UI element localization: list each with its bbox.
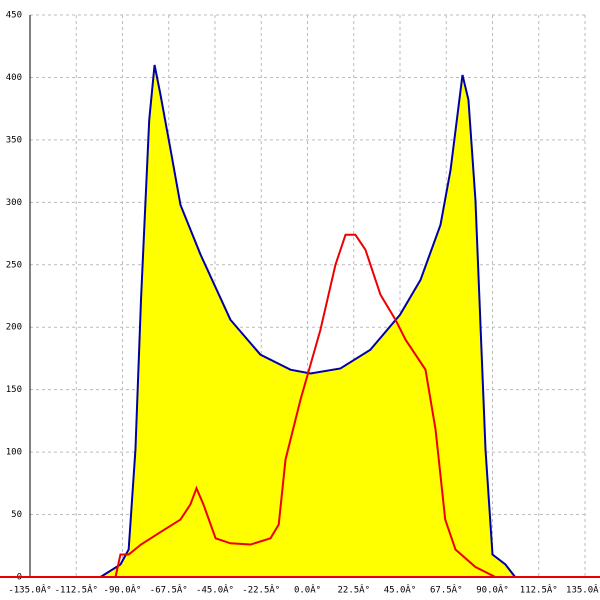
y-tick-label: 350 (6, 135, 22, 145)
y-tick-label: 200 (6, 323, 22, 333)
x-tick-label: -22.5Â° (242, 584, 280, 596)
x-tick-label: -67.5Â° (150, 584, 188, 596)
y-tick-label: 250 (6, 260, 22, 270)
x-tick-label: -135.0Â° (8, 584, 51, 596)
y-tick-label: 400 (6, 73, 22, 83)
line (99, 64, 516, 578)
y-tick-label: 50 (11, 510, 22, 520)
y-tick-label: 300 (6, 198, 22, 208)
x-tick-label: 112.5Â° (520, 584, 558, 596)
x-tick-label: -45.0Â° (196, 584, 234, 596)
y-tick-label: 100 (6, 448, 22, 458)
x-tick-label: 0.0Â° (294, 584, 321, 596)
x-tick-label: 22.5Â° (337, 584, 370, 596)
x-tick-label: 45.0Â° (384, 584, 417, 596)
x-tick-label: -90.0Â° (104, 584, 142, 596)
area (100, 64, 516, 577)
x-tick-label: 135.0Â° (566, 584, 600, 596)
y-tick-label: 450 (6, 11, 22, 21)
x-tick-label: -112.5Â° (55, 584, 98, 596)
x-tick-label: 90.0Â° (476, 584, 509, 596)
x-tick-label: 67.5Â° (430, 584, 463, 596)
line (114, 233, 496, 578)
y-tick-label: 150 (6, 385, 22, 395)
